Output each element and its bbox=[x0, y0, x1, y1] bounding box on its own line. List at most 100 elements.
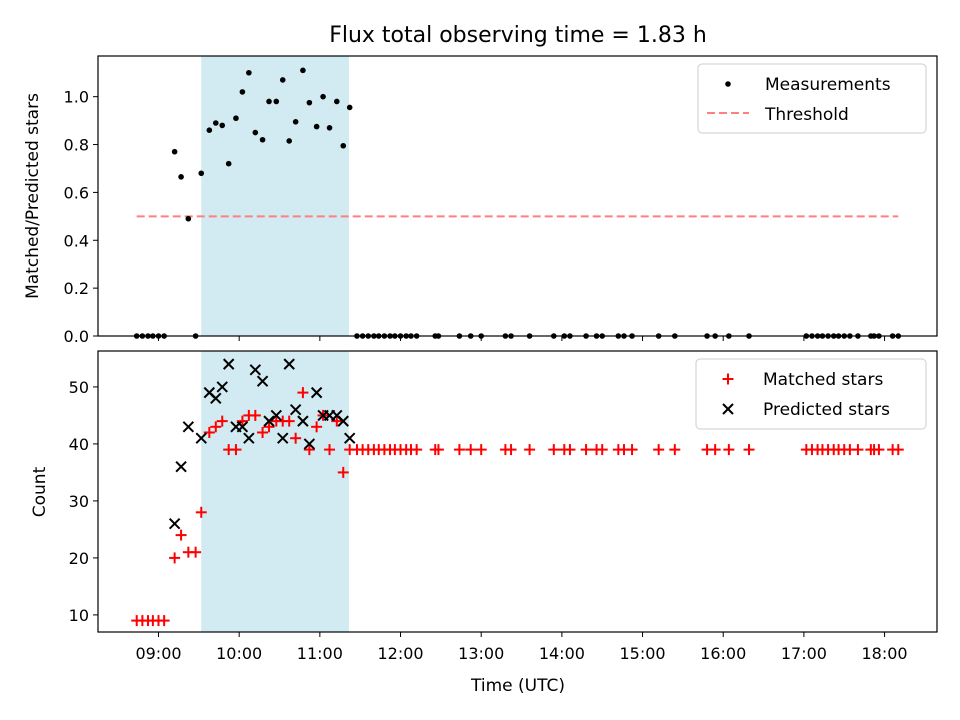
measurement-point bbox=[233, 115, 239, 122]
matched-star-point bbox=[873, 444, 885, 456]
matched-star-point bbox=[411, 444, 423, 456]
count-y-tick-label: 30 bbox=[69, 492, 89, 511]
matched-star-point bbox=[892, 444, 904, 456]
legend-matched-label: Matched stars bbox=[763, 370, 883, 390]
matched-star-point bbox=[297, 387, 309, 399]
predicted-star-point-stroke bbox=[331, 409, 343, 422]
ratio-legend: Measurements Threshold bbox=[697, 63, 927, 134]
matched-star-point bbox=[290, 432, 302, 444]
predicted-star-point-stroke bbox=[243, 432, 255, 444]
predicted-star-point bbox=[270, 409, 282, 422]
matched-star-point bbox=[230, 444, 242, 456]
x-tick-label: 09:00 bbox=[135, 644, 181, 663]
chart-title: Flux total observing time = 1.83 h bbox=[329, 23, 707, 48]
ratio-y-tick-label: 0.8 bbox=[64, 136, 89, 155]
matched-star-point bbox=[596, 444, 608, 456]
observing-window-shade-bottom bbox=[201, 351, 349, 632]
predicted-star-point-stroke bbox=[277, 432, 289, 444]
measurement-point bbox=[292, 119, 299, 125]
predicted-star-point bbox=[243, 432, 255, 444]
matched-star-point bbox=[709, 444, 721, 456]
measurement-point bbox=[273, 98, 280, 105]
predicted-star-point bbox=[195, 432, 207, 444]
measurement-point bbox=[246, 69, 252, 76]
ratio-x-ticks bbox=[158, 336, 886, 341]
measurement-point bbox=[185, 215, 192, 222]
observing-window-shade bbox=[201, 56, 349, 336]
predicted-star-point-stroke bbox=[343, 432, 356, 444]
legend-predicted-cross bbox=[722, 403, 734, 415]
predicted-star-point bbox=[249, 364, 262, 376]
predicted-star-point-stroke bbox=[216, 381, 228, 393]
legend-predicted-cross-stroke bbox=[722, 403, 734, 415]
x-tick-label: 18:00 bbox=[862, 644, 908, 663]
predicted-star-point-stroke bbox=[168, 517, 181, 530]
ratio-y-ticks: 0.0 0.2 0.4 0.6 0.8 1.0 bbox=[64, 88, 98, 346]
legend-measurements-label: Measurements bbox=[765, 75, 891, 95]
predicted-star-point-stroke bbox=[249, 364, 262, 376]
measurement-point bbox=[171, 148, 178, 155]
measurement-point bbox=[306, 99, 313, 106]
x-tick-label: 17:00 bbox=[781, 644, 827, 663]
predicted-star-point bbox=[210, 392, 222, 405]
count-y-tick-label: 20 bbox=[69, 549, 89, 568]
legend-measurements-marker bbox=[725, 81, 731, 87]
ratio-y-tick-label: 1.0 bbox=[64, 88, 89, 107]
matched-star-point bbox=[580, 444, 592, 456]
x-tick-label: 13:00 bbox=[458, 644, 504, 663]
measurement-point bbox=[266, 98, 272, 105]
matched-star-point bbox=[210, 421, 222, 433]
measurement-point bbox=[346, 104, 353, 111]
predicted-star-point bbox=[216, 381, 228, 393]
x-axis-label: Time (UTC) bbox=[470, 676, 565, 696]
matched-star-point bbox=[337, 466, 349, 478]
predicted-star-point-stroke bbox=[303, 438, 316, 450]
matched-star-point bbox=[524, 444, 536, 456]
matched-star-point bbox=[626, 444, 638, 456]
matched-star-point bbox=[249, 409, 261, 421]
count-y-ticks: 10 20 30 40 50 bbox=[69, 378, 98, 625]
count-legend-box bbox=[695, 358, 927, 430]
predicted-star-point-stroke bbox=[236, 421, 249, 433]
count-y-tick-label: 50 bbox=[69, 378, 89, 397]
measurement-point bbox=[313, 123, 320, 130]
measurement-point bbox=[300, 67, 306, 74]
predicted-star-point bbox=[337, 415, 349, 427]
matched-star-point bbox=[653, 444, 665, 456]
x-tick-label: 11:00 bbox=[297, 644, 343, 663]
measurement-point bbox=[198, 170, 205, 177]
matched-star-point bbox=[564, 444, 576, 456]
predicted-star-point-stroke bbox=[182, 421, 195, 433]
predicted-star-point bbox=[222, 358, 235, 370]
predicted-star-point-stroke bbox=[222, 358, 235, 370]
predicted-star-point bbox=[263, 415, 275, 427]
matched-star-point bbox=[723, 444, 735, 456]
predicted-star-point-stroke bbox=[175, 460, 187, 473]
predicted-star-point bbox=[343, 432, 356, 444]
matched-star-point bbox=[475, 444, 487, 456]
measurement-point bbox=[279, 77, 286, 83]
matched-star-point bbox=[324, 444, 336, 456]
measurement-point bbox=[219, 122, 226, 129]
predicted-star-point bbox=[310, 386, 323, 399]
predicted-star-point bbox=[289, 404, 302, 416]
ratio-y-tick-label: 0.6 bbox=[64, 183, 89, 202]
matched-star-point bbox=[236, 415, 248, 427]
legend-threshold-label: Threshold bbox=[764, 105, 849, 125]
ratio-legend-box bbox=[697, 63, 927, 134]
x-tick-label: 15:00 bbox=[619, 644, 665, 663]
matched-star-point bbox=[195, 506, 207, 518]
ratio-y-tick-label: 0.0 bbox=[64, 327, 89, 346]
count-panel: 10 20 30 40 50 09:00 10:00 11:00 12:00 13:00 14:0… bbox=[30, 350, 938, 696]
measurement-point bbox=[326, 124, 333, 131]
predicted-star-point bbox=[277, 432, 289, 444]
matched-star-point bbox=[175, 529, 187, 541]
predicted-star-point bbox=[303, 438, 316, 450]
matched-star-point bbox=[453, 444, 465, 456]
predicted-star-point-stroke bbox=[310, 386, 323, 399]
matched-star-point bbox=[257, 427, 269, 439]
count-marks bbox=[131, 358, 904, 627]
predicted-star-point bbox=[297, 415, 309, 427]
legend-predicted-label: Predicted stars bbox=[763, 400, 890, 420]
